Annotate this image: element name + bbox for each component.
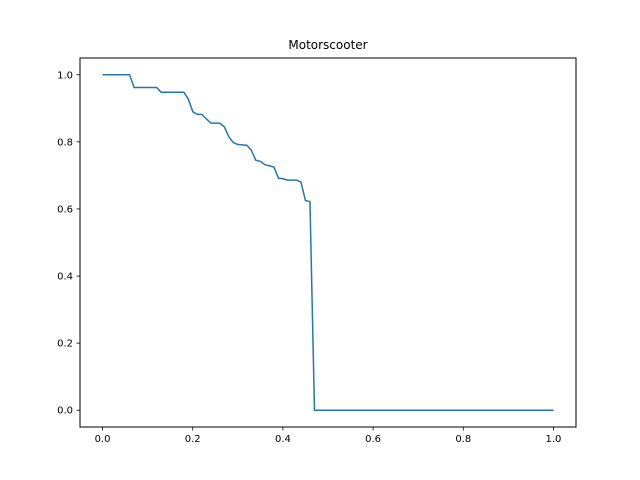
y-tick-label: 0.0 [57, 406, 73, 417]
x-tick-label: 0.8 [455, 434, 471, 445]
y-tick-label: 0.6 [57, 204, 73, 215]
x-tick-label: 1.0 [546, 434, 562, 445]
chart-title: Motorscooter [288, 38, 367, 52]
x-tick-label: 0.2 [185, 434, 201, 445]
y-tick-label: 1.0 [57, 70, 73, 81]
y-axis: 0.0 0.2 0.4 0.6 0.8 1.0 [57, 70, 80, 417]
y-tick-label: 0.8 [57, 137, 73, 148]
y-tick-label: 0.4 [57, 272, 73, 283]
x-tick-label: 0.6 [365, 434, 381, 445]
axes-frame [79, 57, 577, 428]
x-tick-label: 0.4 [275, 434, 291, 445]
y-tick-label: 0.2 [57, 339, 73, 350]
x-tick-label: 0.0 [95, 434, 111, 445]
series-line-0 [102, 74, 554, 411]
plot-area [102, 74, 554, 411]
x-axis: 0.0 0.2 0.4 0.6 0.8 1.0 [95, 427, 562, 445]
